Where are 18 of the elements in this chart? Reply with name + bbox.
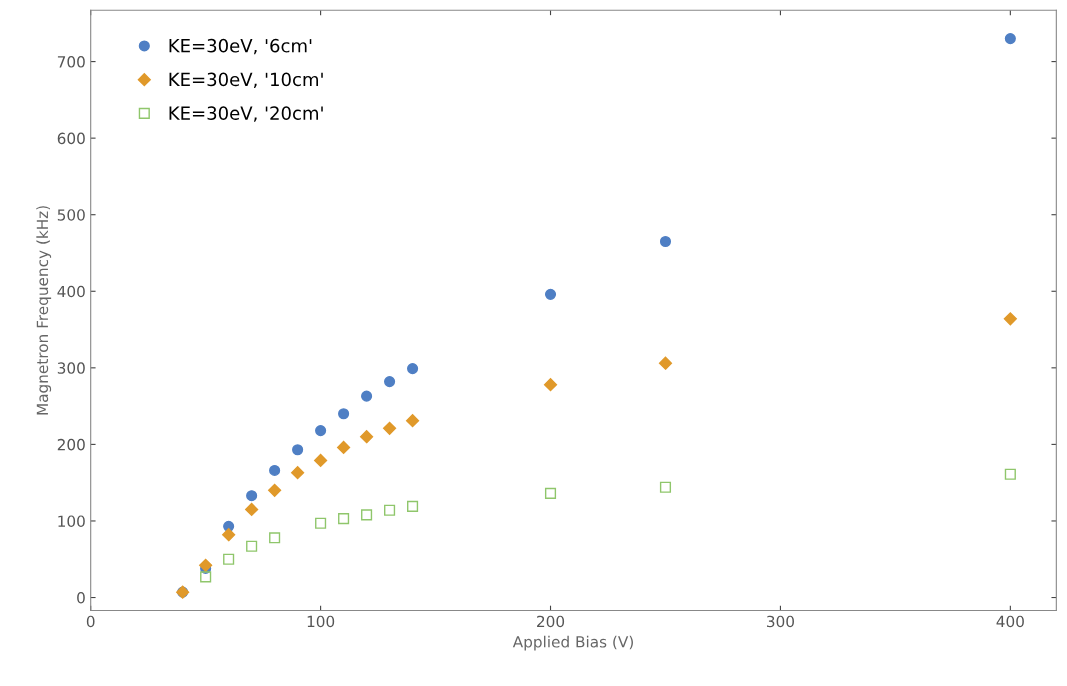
y-tick-label: 300 (57, 362, 85, 374)
y-axis-title: Magnetron Frequency (kHz) (36, 206, 52, 415)
y-tick-label: 100 (58, 515, 85, 527)
x-tick-label: 0 (86, 615, 95, 628)
y-tick-label: 700 (57, 56, 85, 68)
legend-label: KE=30eV, '20cm' (169, 106, 323, 122)
x-axis-title: Applied Bias (V) (512, 635, 633, 651)
y-tick-label: 0 (77, 591, 85, 604)
x-tick-label: 300 (767, 615, 794, 628)
legend-label: KE=30eV, '10cm' (169, 72, 323, 89)
y-tick-label: 400 (57, 285, 85, 298)
x-tick-label: 200 (537, 615, 565, 628)
x-tick-label: 400 (996, 615, 1024, 628)
y-tick-label: 500 (57, 209, 85, 221)
y-tick-label: 600 (57, 132, 85, 145)
x-tick-label: 100 (307, 615, 335, 628)
legend-label: KE=30eV, '6cm' (169, 38, 312, 55)
y-tick-label: 200 (57, 438, 85, 451)
